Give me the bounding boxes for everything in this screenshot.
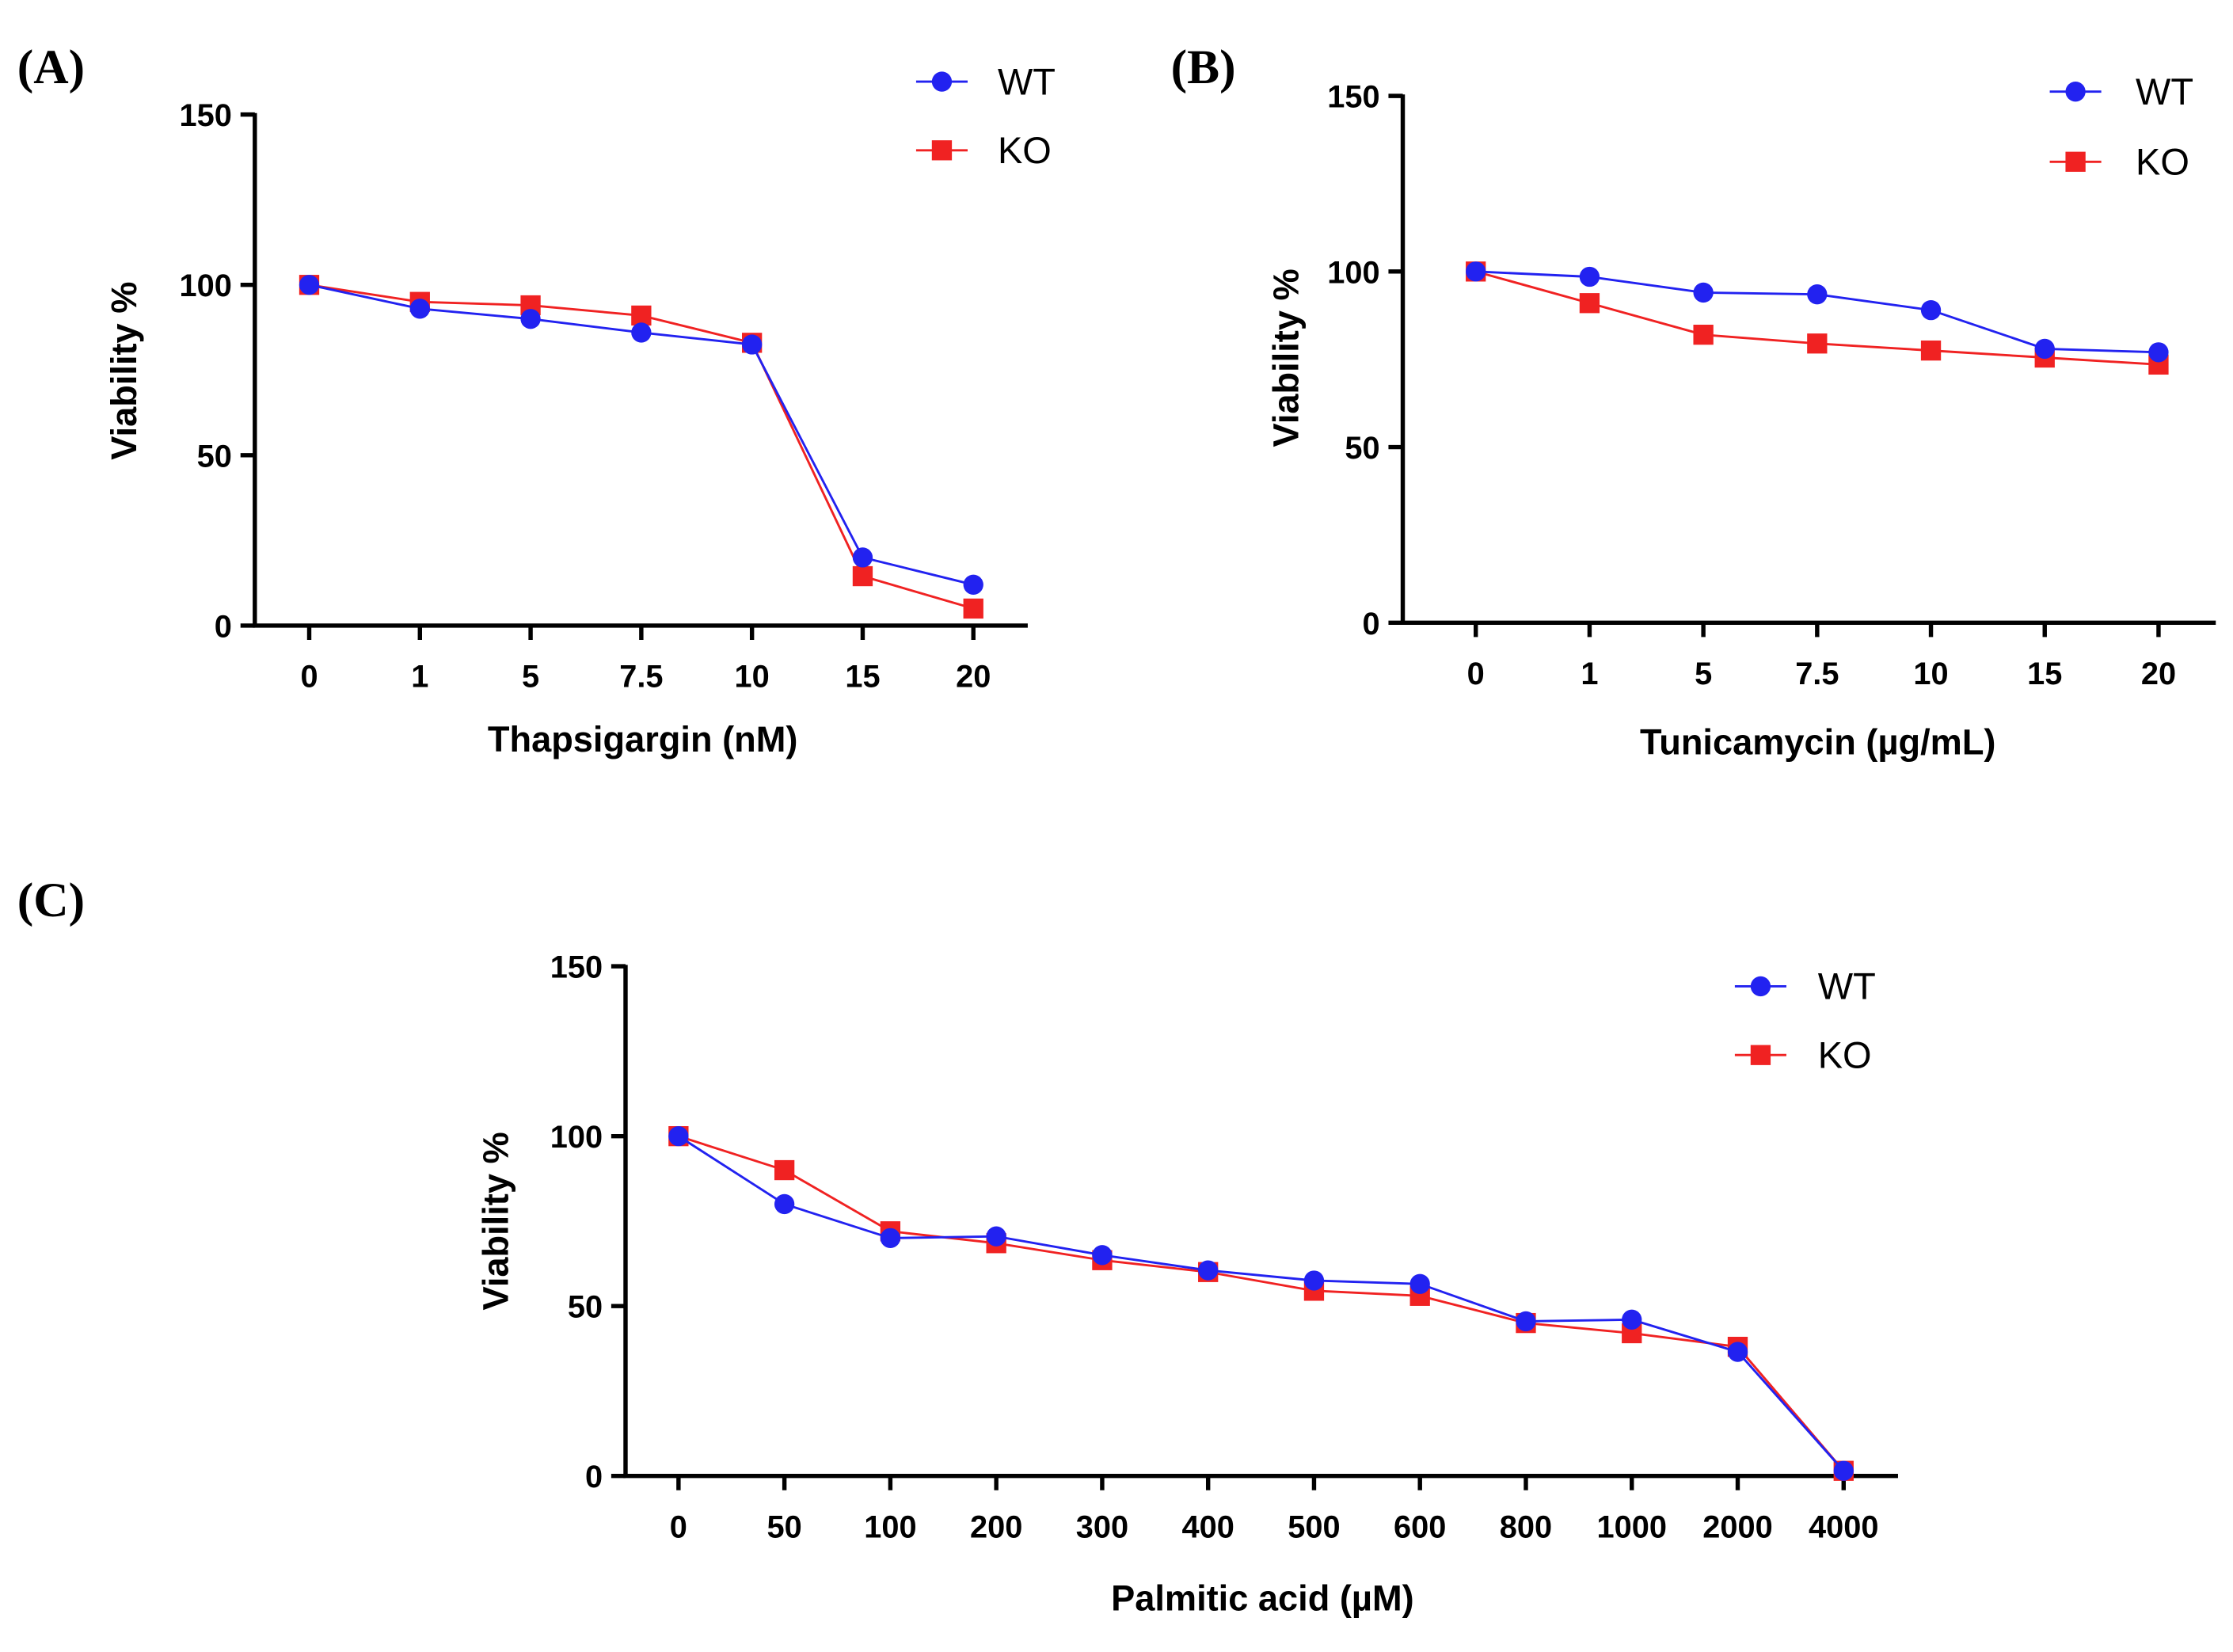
data-point-wt bbox=[1833, 1460, 1854, 1481]
legend-label-wt: WT bbox=[2136, 70, 2193, 112]
x-tick-label: 15 bbox=[845, 660, 880, 695]
x-tick-label: 10 bbox=[1913, 657, 1948, 691]
data-point-ko bbox=[631, 305, 652, 326]
legend-label-ko: KO bbox=[998, 129, 1052, 171]
data-point-wt bbox=[299, 275, 320, 295]
x-tick-label: 0 bbox=[670, 1509, 687, 1544]
x-tick-label: 10 bbox=[735, 660, 770, 695]
x-tick-label: 800 bbox=[1500, 1509, 1552, 1544]
data-point-ko bbox=[774, 1159, 795, 1181]
data-point-wt bbox=[986, 1226, 1006, 1247]
chart-panel-c: (C) 0 50 100 150 0 50 100 200 300 400 500 600 800 1000… bbox=[17, 874, 1898, 1619]
data-point-wt bbox=[2034, 338, 2055, 360]
x-tick-label: 1 bbox=[411, 660, 428, 695]
legend-label-wt: WT bbox=[1818, 965, 1876, 1007]
y-tick-label: 50 bbox=[568, 1290, 603, 1325]
x-tick-label: 300 bbox=[1076, 1509, 1128, 1544]
x-tick-label: 0 bbox=[1467, 657, 1485, 691]
x-tick-label: 1 bbox=[1581, 657, 1598, 691]
legend-label-wt: WT bbox=[998, 60, 1056, 102]
data-point-wt bbox=[1920, 299, 1942, 321]
data-point-wt bbox=[1466, 261, 1486, 282]
x-tick-label: 5 bbox=[1695, 657, 1712, 691]
x-tick-label: 7.5 bbox=[1795, 657, 1839, 691]
y-axis-label: Viability % bbox=[1266, 268, 1307, 447]
y-tick-label: 150 bbox=[180, 98, 232, 133]
y-tick-label: 0 bbox=[215, 609, 232, 644]
panel-label: (A) bbox=[17, 40, 85, 94]
data-point-ko bbox=[1579, 293, 1600, 314]
data-point-wt bbox=[1727, 1342, 1748, 1362]
x-tick-label: 15 bbox=[2027, 657, 2062, 691]
y-tick-label: 100 bbox=[180, 268, 232, 303]
data-point-wt bbox=[963, 574, 983, 595]
data-point-wt bbox=[1807, 284, 1828, 305]
x-tick-label: 4000 bbox=[1809, 1509, 1878, 1544]
x-tick-label: 600 bbox=[1394, 1509, 1446, 1544]
data-point-ko bbox=[1920, 340, 1942, 361]
legend-marker-ko bbox=[931, 140, 953, 161]
legend-marker-wt bbox=[1750, 976, 1771, 997]
x-tick-label: 1000 bbox=[1597, 1509, 1667, 1544]
y-tick-label: 150 bbox=[1327, 80, 1379, 115]
y-tick-label: 50 bbox=[1345, 431, 1379, 466]
data-point-wt bbox=[1198, 1260, 1219, 1281]
y-axis-label: Viability % bbox=[104, 282, 144, 460]
data-point-wt bbox=[1622, 1309, 1642, 1330]
data-point-wt bbox=[880, 1228, 901, 1249]
x-tick-label: 50 bbox=[767, 1509, 802, 1544]
x-tick-label: 200 bbox=[970, 1509, 1022, 1544]
data-point-ko bbox=[852, 565, 873, 587]
panel-label: (C) bbox=[17, 874, 85, 927]
x-axis-label: Thapsigargin (nM) bbox=[488, 719, 798, 759]
x-tick-label: 7.5 bbox=[619, 660, 663, 695]
data-point-wt bbox=[1303, 1270, 1325, 1291]
series-line-ko bbox=[678, 1135, 1845, 1472]
y-tick-label: 0 bbox=[585, 1460, 603, 1494]
data-point-wt bbox=[742, 334, 763, 355]
legend-label-ko: KO bbox=[1818, 1033, 1872, 1075]
panel-label: (B) bbox=[1171, 40, 1236, 94]
x-tick-label: 20 bbox=[956, 660, 991, 695]
legend-marker-wt bbox=[931, 71, 953, 92]
x-tick-label: 20 bbox=[2141, 657, 2176, 691]
data-point-wt bbox=[1579, 266, 1600, 287]
x-tick-label: 2000 bbox=[1702, 1509, 1772, 1544]
legend-marker-ko bbox=[1750, 1045, 1771, 1065]
data-point-ko bbox=[963, 598, 983, 619]
y-tick-label: 50 bbox=[197, 439, 232, 474]
y-tick-label: 100 bbox=[1327, 255, 1379, 290]
data-point-wt bbox=[2148, 342, 2169, 363]
x-tick-label: 100 bbox=[864, 1509, 916, 1544]
data-point-wt bbox=[668, 1125, 689, 1147]
y-tick-label: 150 bbox=[550, 950, 603, 985]
x-tick-label: 5 bbox=[522, 660, 539, 695]
data-point-wt bbox=[1516, 1311, 1536, 1332]
x-axis-label: Tunicamycin (µg/mL) bbox=[1640, 722, 1996, 763]
data-point-wt bbox=[774, 1193, 795, 1215]
series-line-wt bbox=[678, 1135, 1845, 1472]
data-point-wt bbox=[409, 299, 430, 319]
x-axis-label: Palmitic acid (µM) bbox=[1111, 1578, 1414, 1619]
y-tick-label: 100 bbox=[550, 1120, 603, 1155]
legend-label-ko: KO bbox=[2136, 141, 2189, 183]
data-point-wt bbox=[852, 547, 873, 568]
y-tick-label: 0 bbox=[1362, 607, 1379, 641]
data-point-ko bbox=[1693, 325, 1714, 345]
data-point-wt bbox=[520, 309, 541, 329]
legend-marker-ko bbox=[2065, 151, 2086, 172]
data-point-wt bbox=[631, 322, 652, 343]
x-tick-label: 400 bbox=[1182, 1509, 1234, 1544]
x-tick-label: 500 bbox=[1288, 1509, 1340, 1544]
data-point-wt bbox=[1409, 1273, 1430, 1294]
x-tick-label: 0 bbox=[300, 660, 318, 695]
data-point-wt bbox=[1092, 1245, 1113, 1266]
data-point-ko bbox=[1807, 333, 1828, 354]
y-axis-label: Viability % bbox=[476, 1132, 516, 1310]
data-point-wt bbox=[1693, 282, 1714, 303]
legend-marker-wt bbox=[2065, 82, 2086, 102]
